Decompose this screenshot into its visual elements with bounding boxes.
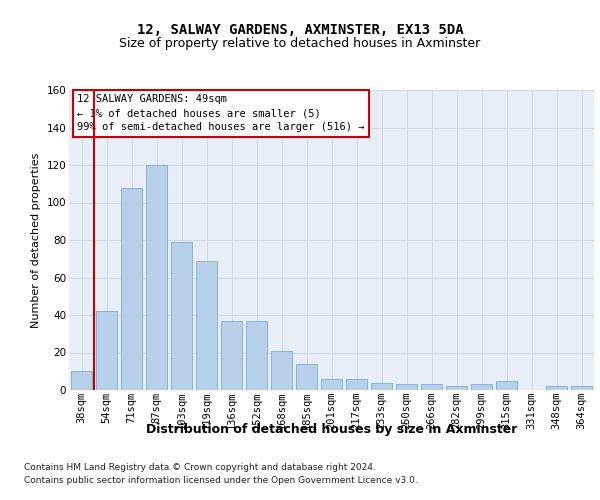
Text: Size of property relative to detached houses in Axminster: Size of property relative to detached ho… [119, 38, 481, 51]
Bar [246, 320, 267, 390]
Bar [296, 364, 317, 390]
Bar [221, 320, 242, 390]
Bar [96, 311, 117, 390]
Bar [271, 350, 292, 390]
Bar [396, 384, 417, 390]
Text: 12 SALWAY GARDENS: 49sqm
← 1% of detached houses are smaller (5)
99% of semi-det: 12 SALWAY GARDENS: 49sqm ← 1% of detache… [77, 94, 364, 132]
Bar [121, 188, 142, 390]
Bar [321, 379, 342, 390]
Bar [571, 386, 592, 390]
Bar [171, 242, 192, 390]
Text: 12, SALWAY GARDENS, AXMINSTER, EX13 5DA: 12, SALWAY GARDENS, AXMINSTER, EX13 5DA [137, 22, 463, 36]
Text: Distribution of detached houses by size in Axminster: Distribution of detached houses by size … [146, 422, 517, 436]
Bar [71, 371, 92, 390]
Bar [196, 260, 217, 390]
Bar [421, 384, 442, 390]
Bar [471, 384, 492, 390]
Bar [446, 386, 467, 390]
Bar [346, 379, 367, 390]
Y-axis label: Number of detached properties: Number of detached properties [31, 152, 41, 328]
Text: Contains public sector information licensed under the Open Government Licence v3: Contains public sector information licen… [24, 476, 418, 485]
Bar [496, 380, 517, 390]
Bar [546, 386, 567, 390]
Bar [371, 382, 392, 390]
Text: Contains HM Land Registry data © Crown copyright and database right 2024.: Contains HM Land Registry data © Crown c… [24, 462, 376, 471]
Bar [146, 165, 167, 390]
